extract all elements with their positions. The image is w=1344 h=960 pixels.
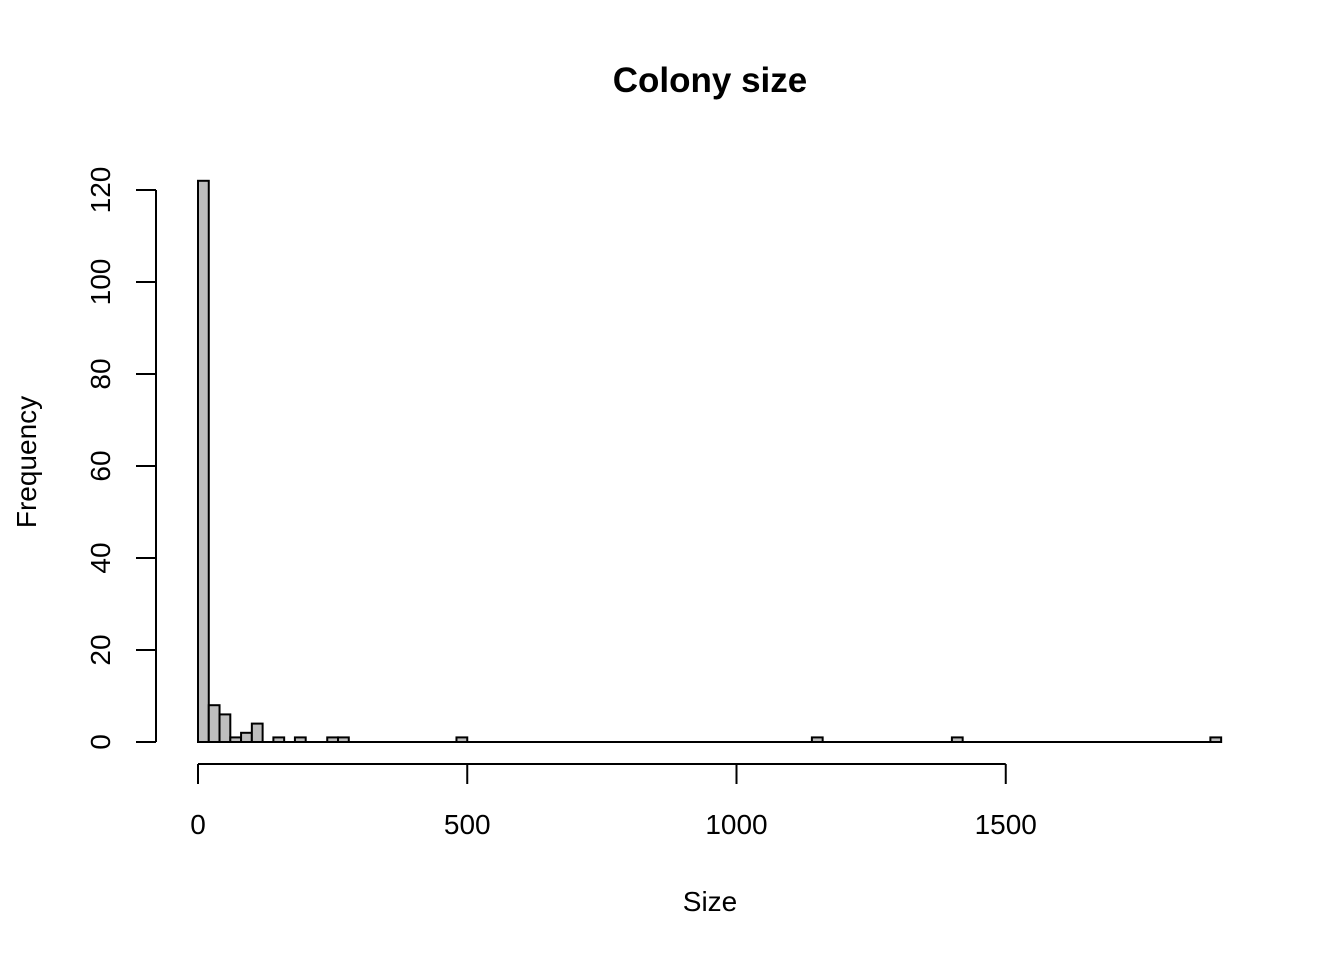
histogram-bar bbox=[250, 722, 264, 743]
histogram-bars bbox=[197, 179, 1223, 744]
histogram-bar bbox=[240, 731, 253, 743]
y-axis-label: Frequency bbox=[11, 396, 42, 528]
x-tick-label: 500 bbox=[444, 809, 491, 840]
y-axis: 0 20 40 60 80 100 120 bbox=[85, 167, 157, 750]
y-tick-label: 120 bbox=[85, 167, 116, 214]
histogram-bar bbox=[810, 736, 824, 744]
histogram-bar bbox=[272, 736, 286, 744]
y-tick-label: 40 bbox=[85, 542, 116, 573]
histogram-bar bbox=[950, 736, 964, 744]
histogram-bar bbox=[326, 736, 340, 744]
y-tick-label: 20 bbox=[85, 634, 116, 665]
y-tick-label: 0 bbox=[85, 734, 116, 750]
x-axis: 0 500 1000 1500 bbox=[190, 763, 1037, 840]
histogram-bar bbox=[293, 736, 307, 744]
x-tick-label: 1000 bbox=[705, 809, 767, 840]
histogram-bar bbox=[455, 736, 469, 744]
histogram-bar bbox=[207, 704, 221, 744]
histogram-bar bbox=[337, 736, 350, 744]
chart-title: Colony size bbox=[613, 61, 807, 100]
y-tick-label: 60 bbox=[85, 450, 116, 481]
x-tick-label: 1500 bbox=[975, 809, 1037, 840]
y-tick-label: 80 bbox=[85, 358, 116, 389]
histogram-bar bbox=[1209, 736, 1223, 744]
histogram-bar bbox=[218, 713, 232, 744]
histogram-bar bbox=[229, 736, 243, 744]
x-tick-label: 0 bbox=[190, 809, 206, 840]
y-tick-label: 100 bbox=[85, 259, 116, 306]
x-axis-label: Size bbox=[683, 886, 737, 917]
histogram-bar bbox=[197, 179, 210, 744]
